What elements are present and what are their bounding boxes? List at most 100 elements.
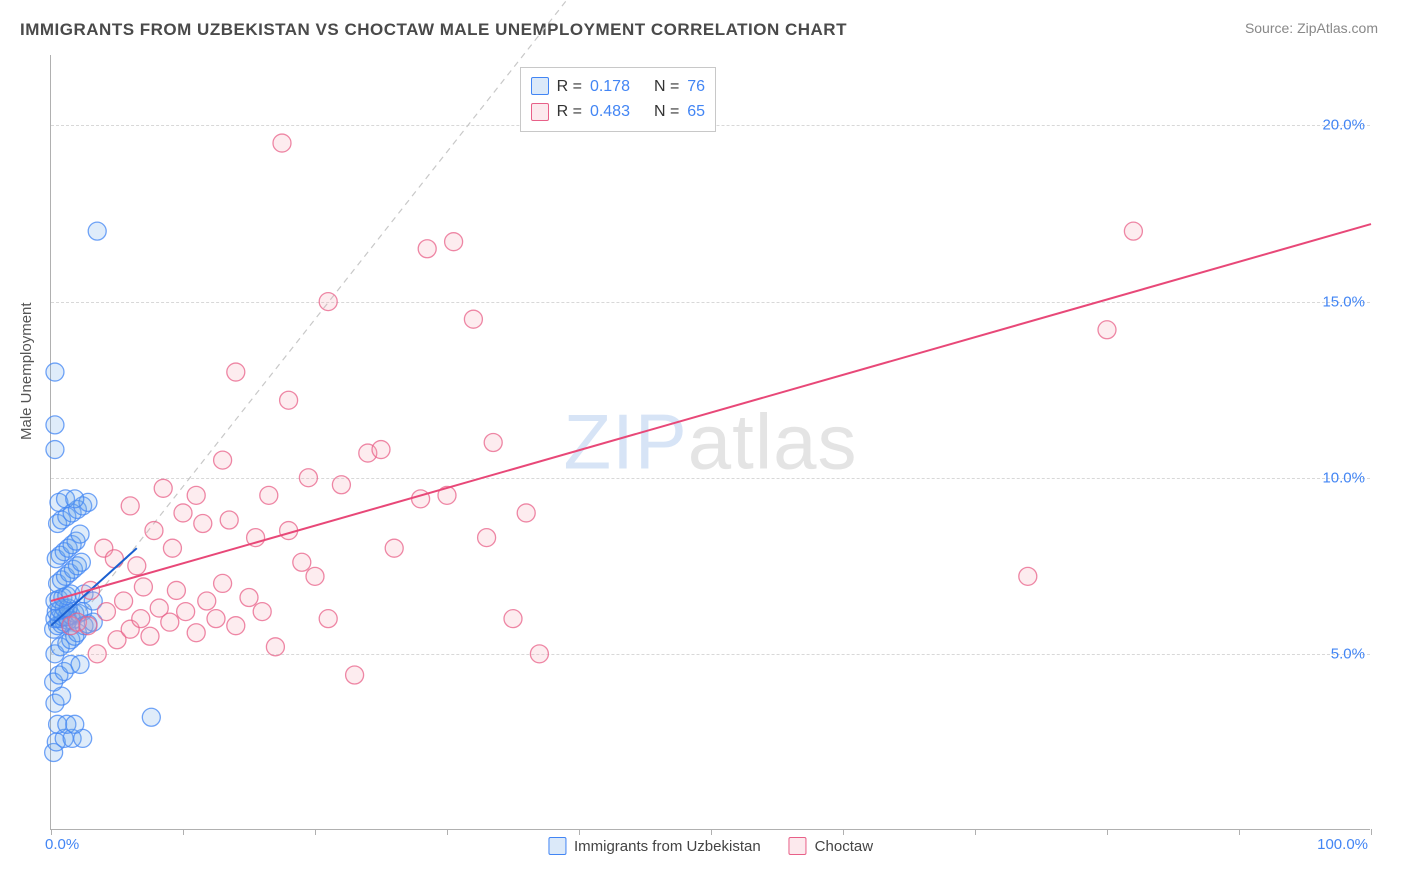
data-point-choctaw: [1019, 567, 1037, 585]
stats-r-label: R =: [557, 74, 582, 100]
data-point-uzbekistan: [46, 441, 64, 459]
data-point-choctaw: [418, 240, 436, 258]
data-point-choctaw: [141, 627, 159, 645]
data-point-choctaw: [187, 624, 205, 642]
data-point-choctaw: [319, 610, 337, 628]
data-point-choctaw: [319, 293, 337, 311]
data-point-choctaw: [299, 469, 317, 487]
data-point-uzbekistan: [71, 655, 89, 673]
chart-title: IMMIGRANTS FROM UZBEKISTAN VS CHOCTAW MA…: [20, 20, 847, 40]
bottom-legend: Immigrants from Uzbekistan Choctaw: [548, 837, 873, 855]
data-point-choctaw: [445, 233, 463, 251]
x-tick: [579, 829, 580, 835]
data-point-choctaw: [240, 589, 258, 607]
stats-swatch-icon: [531, 103, 549, 121]
data-point-choctaw: [385, 539, 403, 557]
data-point-choctaw: [121, 497, 139, 515]
data-point-choctaw: [332, 476, 350, 494]
x-tick: [711, 829, 712, 835]
data-point-choctaw: [177, 603, 195, 621]
stats-swatch-icon: [531, 77, 549, 95]
data-point-choctaw: [105, 550, 123, 568]
data-point-choctaw: [412, 490, 430, 508]
data-point-choctaw: [530, 645, 548, 663]
data-point-choctaw: [293, 553, 311, 571]
data-point-choctaw: [167, 581, 185, 599]
data-point-choctaw: [214, 574, 232, 592]
data-point-choctaw: [115, 592, 133, 610]
data-point-choctaw: [214, 451, 232, 469]
x-tick: [1107, 829, 1108, 835]
stats-row-uzbekistan: R = 0.178 N = 76: [531, 74, 705, 100]
data-point-choctaw: [194, 515, 212, 533]
data-point-choctaw: [464, 310, 482, 328]
data-point-choctaw: [174, 504, 192, 522]
data-point-choctaw: [253, 603, 271, 621]
data-point-choctaw: [220, 511, 238, 529]
stats-row-choctaw: R = 0.483 N = 65: [531, 99, 705, 125]
data-point-choctaw: [97, 603, 115, 621]
data-point-choctaw: [1098, 321, 1116, 339]
x-tick: [447, 829, 448, 835]
x-tick-label-max: 100.0%: [1317, 836, 1368, 853]
legend-item-choctaw: Choctaw: [789, 837, 873, 855]
data-point-choctaw: [260, 486, 278, 504]
stats-n-label: N =: [654, 99, 679, 125]
data-point-uzbekistan: [66, 715, 84, 733]
x-tick: [51, 829, 52, 835]
stats-n-value: 76: [687, 74, 705, 100]
data-point-uzbekistan: [142, 708, 160, 726]
stats-r-value: 0.483: [590, 99, 646, 125]
data-point-choctaw: [372, 441, 390, 459]
x-tick: [183, 829, 184, 835]
data-point-choctaw: [484, 434, 502, 452]
data-point-choctaw: [504, 610, 522, 628]
legend-label: Choctaw: [815, 838, 873, 855]
source-label: Source: ZipAtlas.com: [1245, 20, 1378, 36]
x-tick-label-min: 0.0%: [45, 836, 79, 853]
data-point-choctaw: [198, 592, 216, 610]
data-point-choctaw: [207, 610, 225, 628]
data-point-uzbekistan: [88, 222, 106, 240]
data-point-choctaw: [145, 522, 163, 540]
data-point-choctaw: [88, 645, 106, 663]
data-point-choctaw: [266, 638, 284, 656]
stats-r-label: R =: [557, 99, 582, 125]
data-point-choctaw: [1124, 222, 1142, 240]
data-point-choctaw: [187, 486, 205, 504]
data-point-choctaw: [132, 610, 150, 628]
data-point-uzbekistan: [66, 490, 84, 508]
data-point-choctaw: [163, 539, 181, 557]
data-point-choctaw: [273, 134, 291, 152]
data-point-choctaw: [154, 479, 172, 497]
data-point-choctaw: [79, 617, 97, 635]
stats-legend-box: R = 0.178 N = 76 R = 0.483 N = 65: [520, 67, 716, 132]
legend-item-uzbekistan: Immigrants from Uzbekistan: [548, 837, 761, 855]
data-point-uzbekistan: [71, 525, 89, 543]
data-point-uzbekistan: [46, 363, 64, 381]
stats-r-value: 0.178: [590, 74, 646, 100]
data-point-choctaw: [227, 617, 245, 635]
data-point-choctaw: [161, 613, 179, 631]
legend-swatch-icon: [789, 837, 807, 855]
data-point-uzbekistan: [46, 416, 64, 434]
legend-swatch-icon: [548, 837, 566, 855]
data-point-choctaw: [227, 363, 245, 381]
legend-label: Immigrants from Uzbekistan: [574, 838, 761, 855]
x-tick: [1239, 829, 1240, 835]
stats-n-label: N =: [654, 74, 679, 100]
data-point-choctaw: [478, 529, 496, 547]
scatter-svg: [51, 55, 1370, 829]
data-point-choctaw: [134, 578, 152, 596]
stats-n-value: 65: [687, 99, 705, 125]
data-point-choctaw: [280, 391, 298, 409]
trend-line-choctaw: [51, 224, 1371, 601]
x-tick: [975, 829, 976, 835]
data-point-uzbekistan: [72, 553, 90, 571]
data-point-choctaw: [517, 504, 535, 522]
x-tick: [843, 829, 844, 835]
data-point-choctaw: [306, 567, 324, 585]
y-axis-label: Male Unemployment: [18, 302, 35, 440]
x-tick: [315, 829, 316, 835]
data-point-choctaw: [128, 557, 146, 575]
